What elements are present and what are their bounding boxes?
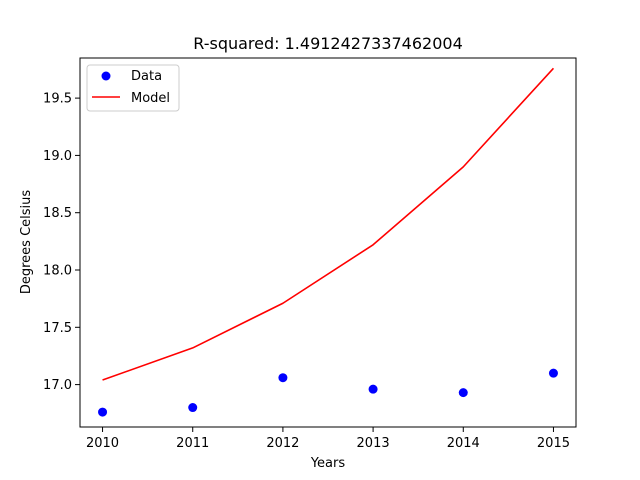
data-point — [98, 407, 108, 417]
plot-frame — [79, 57, 577, 428]
x-tick-label: 2011 — [176, 436, 209, 451]
x-tick-label: 2012 — [266, 436, 299, 451]
y-axis-ticks: 17.0 17.5 18.0 18.5 19.0 19.5 — [43, 92, 80, 393]
y-tick-label: 17.0 — [43, 378, 72, 393]
model-line — [102, 67, 555, 381]
plot-marks — [98, 67, 558, 417]
y-tick-label: 19.5 — [43, 92, 72, 107]
chart-title: R-squared: 1.4912427337462004 — [193, 34, 463, 53]
data-point — [188, 403, 198, 413]
y-tick-label: 18.5 — [43, 206, 72, 221]
x-axis-ticks: 2010 2011 2012 2013 2014 2015 — [86, 427, 570, 451]
data-point — [458, 388, 468, 398]
x-tick-label: 2014 — [447, 436, 480, 451]
y-tick-label: 19.0 — [43, 149, 72, 164]
legend-model-label: Model — [131, 91, 170, 106]
y-tick-label: 18.0 — [43, 264, 72, 279]
y-tick-label: 17.5 — [43, 321, 72, 336]
x-axis-label: Years — [310, 456, 346, 471]
data-point — [368, 384, 378, 394]
legend-data-label: Data — [131, 69, 162, 84]
x-tick-label: 2010 — [86, 436, 119, 451]
x-tick-label: 2013 — [357, 436, 390, 451]
data-point — [278, 373, 288, 383]
legend: Data Model — [86, 64, 180, 112]
x-tick-label: 2015 — [537, 436, 570, 451]
legend-data-marker — [101, 71, 111, 81]
y-axis-label: Degrees Celsius — [19, 190, 34, 295]
data-point — [548, 368, 558, 378]
